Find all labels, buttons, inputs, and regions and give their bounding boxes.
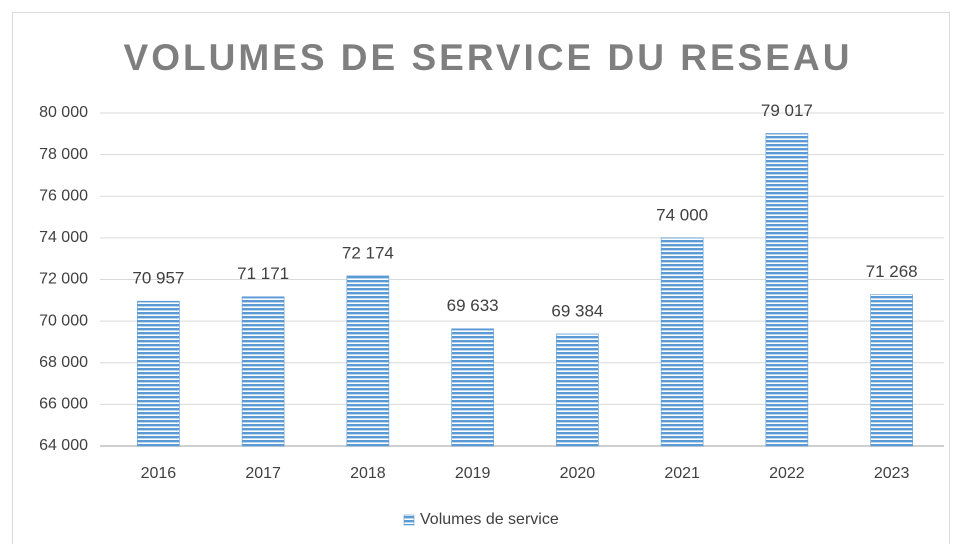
x-tick-label: 2017 bbox=[245, 465, 281, 482]
bar bbox=[137, 300, 180, 447]
data-label: 71 171 bbox=[237, 264, 289, 283]
data-label: 69 384 bbox=[551, 301, 603, 320]
y-tick-label: 80 000 bbox=[39, 104, 88, 121]
x-tick-label: 2021 bbox=[664, 465, 700, 482]
bar bbox=[451, 328, 494, 447]
data-label: 79 017 bbox=[761, 101, 813, 120]
bar bbox=[765, 133, 809, 447]
x-tick-label: 2018 bbox=[350, 465, 386, 482]
x-tick-label: 2020 bbox=[560, 465, 596, 482]
y-tick-label: 72 000 bbox=[39, 271, 88, 288]
y-tick-label: 70 000 bbox=[39, 312, 88, 329]
y-tick-label: 76 000 bbox=[39, 187, 88, 204]
bar bbox=[660, 237, 704, 447]
data-label: 69 633 bbox=[447, 296, 499, 315]
y-tick-label: 66 000 bbox=[39, 396, 88, 413]
bar bbox=[870, 294, 913, 447]
data-label: 71 268 bbox=[866, 262, 918, 281]
data-label: 74 000 bbox=[656, 205, 708, 224]
bar bbox=[556, 333, 599, 447]
x-tick-label: 2022 bbox=[769, 465, 805, 482]
data-label: 70 957 bbox=[132, 269, 184, 288]
x-tick-label: 2019 bbox=[455, 465, 491, 482]
data-label: 72 174 bbox=[342, 243, 394, 262]
x-tick-label: 2023 bbox=[874, 465, 910, 482]
legend-label: Volumes de service bbox=[420, 511, 559, 528]
legend-swatch bbox=[403, 514, 415, 526]
x-tick-label: 2016 bbox=[141, 465, 177, 482]
y-tick-label: 64 000 bbox=[39, 437, 88, 454]
y-tick-label: 74 000 bbox=[39, 229, 88, 246]
y-tick-label: 78 000 bbox=[39, 146, 88, 163]
bar bbox=[241, 296, 285, 447]
y-tick-label: 68 000 bbox=[39, 354, 88, 371]
chart-title: VOLUMES DE SERVICE DU RESEAU bbox=[124, 37, 853, 78]
bar bbox=[346, 275, 390, 447]
